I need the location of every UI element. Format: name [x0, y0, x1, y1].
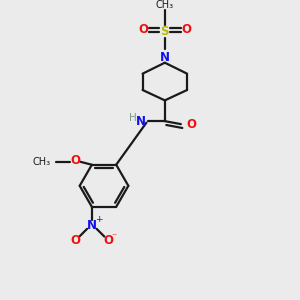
Text: O: O — [187, 118, 196, 130]
Text: CH₃: CH₃ — [156, 1, 174, 10]
Text: N: N — [160, 51, 170, 64]
Text: N: N — [136, 115, 146, 128]
Text: N: N — [87, 219, 97, 232]
Text: O: O — [139, 23, 148, 36]
Text: O: O — [70, 234, 80, 247]
Text: O: O — [103, 234, 113, 247]
Text: O: O — [181, 23, 191, 36]
Text: H: H — [129, 112, 137, 123]
Text: S: S — [160, 25, 169, 38]
Text: ⁻: ⁻ — [112, 233, 117, 243]
Text: O: O — [70, 154, 80, 167]
Text: CH₃: CH₃ — [32, 157, 50, 167]
Text: +: + — [94, 215, 102, 224]
